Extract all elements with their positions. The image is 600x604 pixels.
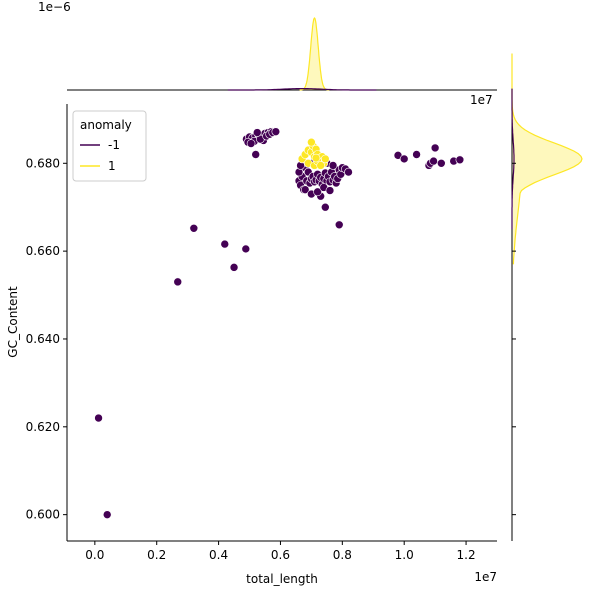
point-anomaly-neg1: [344, 167, 353, 177]
point-anomaly-neg1: [313, 187, 322, 197]
point-anomaly-neg1: [328, 161, 338, 170]
scatter-plot-area: 0.0 0.2 0.4 0.6 0.8 1.0 1.2 0.6000.6200.6400.6…: [6, 104, 497, 586]
point-anomaly-neg1: [300, 185, 310, 194]
point-anomaly-neg1: [252, 128, 262, 137]
x-axis-label: total_length: [246, 572, 318, 586]
point-anomaly-neg1: [251, 150, 261, 159]
right-marginal-offset-label: 1e7: [470, 93, 493, 107]
top-marginal-offset-label: 1e−6: [38, 0, 71, 14]
top-marginal-density: 1e−6: [38, 0, 497, 91]
x-axis-offset-label: 1e7: [474, 570, 497, 584]
y-ticks: 0.600 0.620 0.640 0.660 0.680: [26, 156, 67, 522]
right-marginal-density: 1e7: [470, 53, 583, 541]
point-anomaly-neg1: [241, 244, 251, 254]
legend-label-neg1: -1: [108, 138, 120, 152]
point-anomaly-neg1: [429, 156, 438, 166]
point-anomaly-neg1: [437, 158, 446, 168]
point-anomaly-neg1: [430, 143, 440, 153]
y-tick-label: 0.660: [26, 244, 60, 258]
y-tick-label: 0.600: [26, 508, 60, 522]
x-tick-label: 1.0: [395, 548, 414, 562]
y-tick-label: 0.680: [26, 156, 60, 170]
right-density-fill-anomaly-1: [512, 53, 582, 265]
point-anomaly-neg1: [246, 139, 256, 148]
x-tick-label: 0.2: [147, 548, 166, 562]
point-anomaly-neg1: [325, 186, 335, 195]
x-tick-label: 0.8: [333, 548, 352, 562]
point-anomaly-neg1: [412, 150, 421, 159]
point-anomaly-neg1: [94, 413, 103, 423]
point-anomaly-1: [321, 154, 330, 164]
point-anomaly-neg1: [334, 220, 344, 230]
point-anomaly-neg1: [189, 223, 199, 233]
point-anomaly-1: [316, 161, 325, 170]
legend-box: [72, 110, 147, 182]
point-anomaly-1: [311, 153, 321, 163]
point-anomaly-neg1: [102, 510, 112, 519]
y-axis-label: GC_Content: [6, 286, 20, 358]
point-anomaly-neg1: [229, 263, 239, 272]
point-anomaly-neg1: [173, 277, 183, 287]
x-tick-label: 0.0: [85, 548, 104, 562]
points-layer: [94, 127, 465, 519]
point-anomaly-neg1: [220, 239, 230, 249]
y-tick-label: 0.620: [26, 420, 60, 434]
point-anomaly-neg1: [271, 127, 281, 136]
x-tick-label: 0.6: [271, 548, 290, 562]
x-tick-label: 1.2: [457, 548, 476, 562]
legend: anomaly -1 1: [72, 110, 147, 182]
y-tick-label: 0.640: [26, 332, 60, 346]
right-density-line-anomaly-neg1: [511, 88, 515, 230]
top-density-line-anomaly-1: [299, 17, 330, 91]
top-density-fill-anomaly-1: [299, 18, 330, 90]
legend-title: anomaly: [80, 118, 132, 132]
point-anomaly-neg1: [455, 155, 465, 165]
legend-label-1: 1: [108, 159, 116, 173]
x-ticks: 0.0 0.2 0.4 0.6 0.8 1.0 1.2: [85, 541, 476, 562]
x-tick-label: 0.4: [209, 548, 228, 562]
point-anomaly-neg1: [399, 154, 409, 164]
point-anomaly-neg1: [321, 202, 330, 212]
point-anomaly-1: [307, 137, 316, 147]
top-density-line-anomaly-neg1: [227, 88, 377, 91]
